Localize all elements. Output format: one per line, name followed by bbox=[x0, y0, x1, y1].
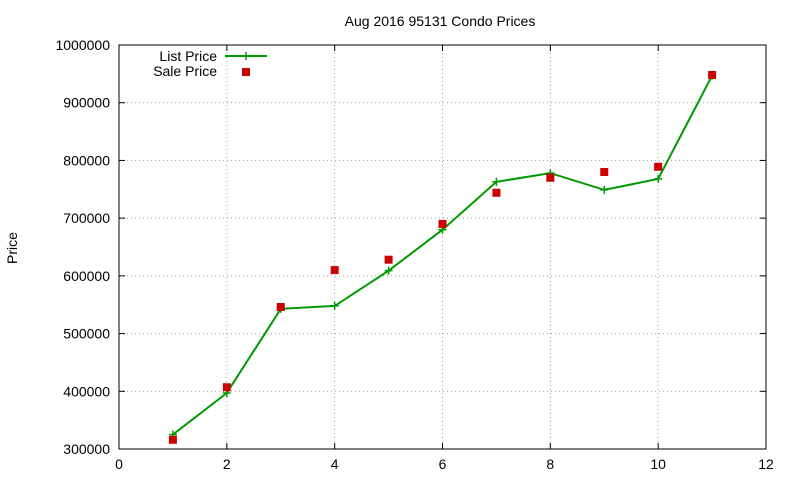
sale-price-point bbox=[600, 167, 609, 176]
sale-price-point bbox=[654, 162, 663, 171]
y-tick-labels: 300000 400000 500000 600000 700000 800000 9000… bbox=[55, 37, 110, 457]
x-tick-label: 12 bbox=[758, 456, 774, 472]
list-price-point bbox=[600, 185, 609, 194]
y-tick-label: 800000 bbox=[63, 152, 110, 168]
sale-price-point bbox=[492, 188, 501, 197]
sale-price-point bbox=[546, 173, 555, 182]
legend-marker-sale-price bbox=[242, 68, 250, 76]
list-price-point bbox=[654, 174, 663, 183]
sale-price-point bbox=[438, 219, 447, 228]
series-list-price bbox=[168, 71, 717, 439]
x-tick-label: 8 bbox=[546, 456, 554, 472]
legend-marker-list-price bbox=[242, 52, 250, 60]
y-tick-label: 500000 bbox=[63, 326, 110, 342]
sale-price-point bbox=[384, 255, 393, 264]
y-tick-label: 700000 bbox=[63, 210, 110, 226]
x-tick-label: 10 bbox=[650, 456, 666, 472]
y-tick-label: 1000000 bbox=[55, 37, 110, 53]
sale-price-point bbox=[168, 435, 177, 444]
y-tick-label: 400000 bbox=[63, 383, 110, 399]
list-price-point bbox=[384, 266, 393, 275]
series bbox=[168, 71, 717, 444]
y-tick-label: 600000 bbox=[63, 268, 110, 284]
grid-lines bbox=[119, 45, 766, 449]
list-price-point bbox=[492, 177, 501, 186]
legend: List Price Sale Price bbox=[153, 48, 267, 79]
y-tick-label: 900000 bbox=[63, 95, 110, 111]
x-tick-labels: 0 2 4 6 8 10 12 bbox=[115, 456, 774, 472]
sale-price-point bbox=[276, 303, 285, 312]
x-tick-label: 2 bbox=[223, 456, 231, 472]
y-tick-label: 300000 bbox=[63, 441, 110, 457]
sale-price-point bbox=[330, 266, 339, 275]
chart-title: Aug 2016 95131 Condo Prices bbox=[345, 13, 536, 29]
legend-label-sale-price: Sale Price bbox=[153, 63, 217, 79]
x-tick-label: 4 bbox=[331, 456, 339, 472]
series-sale-price bbox=[168, 71, 717, 444]
plot-frame bbox=[118, 44, 767, 450]
y-axis-label: Price bbox=[4, 232, 20, 264]
sale-price-point bbox=[708, 71, 717, 80]
list-price-point bbox=[330, 301, 339, 310]
x-tick-label: 0 bbox=[115, 456, 123, 472]
x-tick-label: 6 bbox=[439, 456, 447, 472]
legend-label-list-price: List Price bbox=[159, 48, 217, 64]
sale-price-point bbox=[222, 383, 231, 392]
